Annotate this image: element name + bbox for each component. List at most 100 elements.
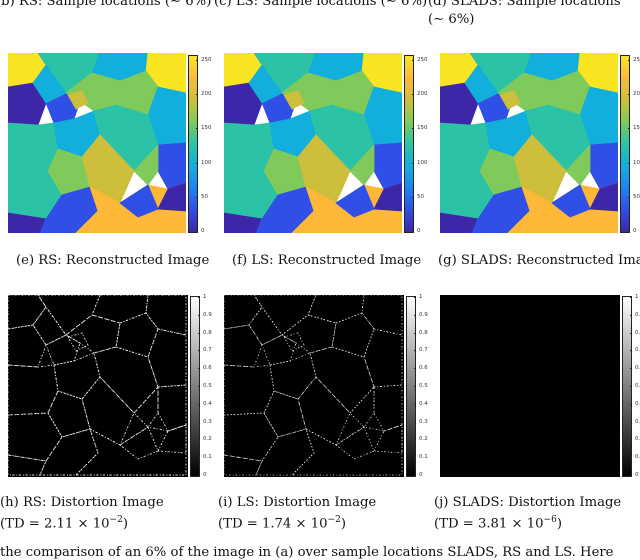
recon-colorbar-tick-mark bbox=[628, 94, 630, 96]
td-value-ls: (TD = 1.74 × 10−2) bbox=[218, 515, 346, 532]
recon-colorbar-tick-mark bbox=[412, 231, 414, 232]
dist-colorbar-tick-mark bbox=[414, 386, 416, 387]
recon-colorbar-tick-label: 0 bbox=[417, 228, 421, 234]
boundary-distortion bbox=[263, 390, 307, 438]
dist-colorbar-tick-mark bbox=[414, 439, 416, 441]
boundary-distortion bbox=[283, 332, 305, 352]
boundary-distortion bbox=[133, 385, 159, 428]
recon-colorbar-tick-mark bbox=[628, 60, 630, 61]
grain-region bbox=[81, 134, 135, 204]
boundary-distortion bbox=[373, 384, 403, 432]
dist-colorbar-tick-label: 1 bbox=[203, 294, 207, 300]
dist-colorbar-tick-label: 0.5 bbox=[419, 383, 428, 389]
recon-colorbar-tick-label: 250 bbox=[417, 57, 428, 63]
td-value-slads: (TD = 3.81 × 10−6) bbox=[434, 515, 562, 532]
boundary-distortion bbox=[309, 346, 375, 414]
dist-colorbar-tick-label: 0.8 bbox=[419, 329, 428, 336]
boundary-distortion bbox=[8, 324, 47, 368]
dist-colorbar-tick-mark bbox=[414, 297, 416, 298]
dist-colorbar-tick-mark bbox=[414, 314, 416, 316]
recon-colorbar-tick-mark bbox=[412, 60, 414, 61]
boundary-distortion bbox=[331, 312, 375, 358]
dist-colorbar-tick-label: 0.3 bbox=[203, 418, 212, 425]
dist-colorbar-tick-mark bbox=[198, 457, 200, 459]
recon-colorbar-tick-mark bbox=[196, 60, 198, 61]
dist-colorbar-tick-mark bbox=[198, 386, 200, 387]
dist-colorbar-tick-label: 0.6 bbox=[419, 365, 428, 372]
dist-colorbar-tick-mark bbox=[414, 350, 416, 352]
recon-colorbar-tick-mark bbox=[628, 162, 630, 164]
colorbar-parula-rs bbox=[188, 55, 198, 233]
distortion-image-ls bbox=[224, 295, 404, 477]
boundary-distortion bbox=[81, 376, 135, 446]
caption-f: (f) LS: Reconstructed Image bbox=[232, 253, 422, 268]
dist-colorbar-tick-label: 0 bbox=[635, 472, 639, 478]
recon-colorbar-tick-mark bbox=[412, 162, 414, 164]
colorbar-parula-slads bbox=[620, 55, 630, 233]
dist-colorbar-tick-mark bbox=[630, 457, 632, 459]
dist-colorbar-tick-mark bbox=[630, 332, 632, 334]
boundary-distortion bbox=[37, 295, 101, 336]
recon-colorbar-tick-mark bbox=[412, 94, 414, 96]
recon-colorbar-tick-label: 50 bbox=[633, 193, 640, 200]
dist-colorbar-tick-mark bbox=[198, 314, 200, 316]
boundary-distortion bbox=[224, 324, 263, 368]
recon-colorbar-tick-mark bbox=[412, 196, 414, 198]
dist-colorbar-tick-label: 0.9 bbox=[203, 311, 212, 318]
reconstructed-image-rs bbox=[8, 53, 186, 233]
dist-colorbar-tick-mark bbox=[630, 403, 632, 405]
dist-colorbar-tick-label: 0.9 bbox=[635, 311, 640, 318]
dist-colorbar-tick-mark bbox=[630, 475, 632, 476]
dist-colorbar-tick-mark bbox=[630, 421, 632, 423]
dist-colorbar-tick-label: 0.5 bbox=[635, 383, 640, 389]
grain-region bbox=[8, 212, 47, 233]
dist-colorbar-tick-mark bbox=[198, 332, 200, 334]
recon-colorbar-tick-label: 50 bbox=[201, 193, 208, 200]
grain-region bbox=[224, 212, 263, 233]
dist-colorbar-tick-label: 0.2 bbox=[419, 436, 428, 443]
recon-colorbar-tick-mark bbox=[412, 128, 414, 130]
boundary-distortion bbox=[8, 412, 63, 462]
recon-colorbar-tick-mark bbox=[196, 94, 198, 96]
grain-region bbox=[499, 90, 521, 110]
dist-colorbar-tick-label: 0.8 bbox=[203, 329, 212, 336]
recon-colorbar-tick-mark bbox=[628, 231, 630, 232]
grain-region bbox=[589, 142, 618, 190]
dist-colorbar-tick-mark bbox=[414, 368, 416, 370]
grain-region bbox=[565, 143, 591, 186]
caption-d-percent: (∼ 6%) bbox=[428, 12, 475, 27]
recon-colorbar-tick-label: 0 bbox=[633, 228, 637, 234]
dist-colorbar-tick-mark bbox=[414, 332, 416, 334]
dist-colorbar-tick-label: 0.7 bbox=[419, 347, 428, 354]
grain-region bbox=[440, 212, 479, 233]
dist-colorbar-tick-label: 0.2 bbox=[203, 436, 212, 443]
boundary-distortion bbox=[45, 334, 81, 366]
dist-colorbar-tick-mark bbox=[630, 368, 632, 370]
dist-colorbar-tick-mark bbox=[198, 421, 200, 423]
recon-colorbar-tick-mark bbox=[628, 196, 630, 198]
grain-region bbox=[8, 82, 47, 126]
dist-colorbar-tick-label: 0.4 bbox=[203, 400, 212, 407]
dist-colorbar-tick-label: 0.4 bbox=[419, 400, 428, 407]
distortion-image-rs bbox=[8, 295, 188, 477]
recon-colorbar-tick-mark bbox=[196, 128, 198, 130]
recon-colorbar-tick-label: 150 bbox=[633, 125, 640, 132]
boundary-distortion bbox=[224, 454, 263, 476]
dist-colorbar-tick-mark bbox=[630, 350, 632, 352]
grain-region bbox=[513, 134, 567, 204]
recon-colorbar-tick-label: 250 bbox=[633, 57, 640, 63]
dist-colorbar-tick-mark bbox=[414, 457, 416, 459]
dist-colorbar-tick-label: 0.1 bbox=[203, 454, 212, 461]
grain-region bbox=[157, 142, 186, 190]
distortion-image-slads bbox=[440, 295, 620, 477]
dist-colorbar-tick-mark bbox=[198, 368, 200, 370]
boundary-distortion bbox=[224, 364, 275, 416]
recon-colorbar-tick-label: 100 bbox=[633, 159, 640, 166]
recon-colorbar-tick-mark bbox=[628, 128, 630, 130]
dist-colorbar-tick-mark bbox=[198, 403, 200, 405]
td-value-rs: (TD = 2.11 × 10−2) bbox=[0, 515, 128, 532]
recon-colorbar-tick-label: 200 bbox=[201, 91, 212, 98]
boundary-distortion bbox=[253, 295, 317, 336]
dist-colorbar-tick-mark bbox=[630, 386, 632, 387]
recon-colorbar-tick-label: 200 bbox=[633, 91, 640, 98]
